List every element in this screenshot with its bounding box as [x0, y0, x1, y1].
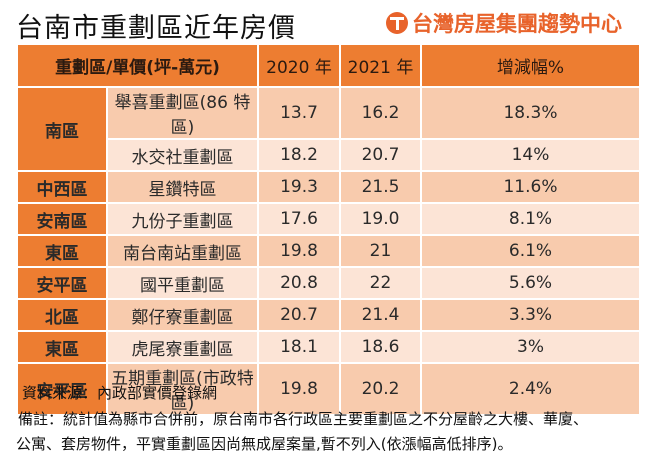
price-2021-cell: 20.7 — [340, 139, 422, 172]
table-row: 東區 虎尾寮重劃區 18.1 18.6 3% — [18, 331, 641, 364]
price-2020-cell: 20.7 — [258, 299, 341, 332]
data-source-text: 資料來源：內政部實價登錄網 — [22, 384, 218, 402]
price-2021-cell: 21.5 — [340, 171, 422, 204]
taiwan-realty-logo-icon — [386, 12, 408, 34]
price-2020-cell: 19.3 — [258, 171, 341, 204]
price-2021-cell: 21 — [340, 235, 422, 268]
zone-cell: 九份子重劃區 — [107, 203, 259, 236]
region-cell: 東區 — [18, 235, 108, 268]
region-cell: 南區 — [18, 87, 108, 172]
change-cell: 3% — [421, 331, 641, 364]
region-cell: 北區 — [18, 299, 108, 332]
column-header-2021: 2021 年 — [340, 45, 422, 88]
zone-cell: 五期重劃區(市政特區) — [107, 363, 259, 416]
change-cell: 8.1% — [421, 203, 641, 236]
price-2021-cell: 18.6 — [340, 331, 422, 364]
price-2020-cell: 19.8 — [258, 363, 341, 416]
change-cell: 5.6% — [421, 267, 641, 300]
table-row: 中西區 星鑽特區 19.3 21.5 11.6% — [18, 171, 641, 204]
zone-cell: 國平重劃區 — [107, 267, 259, 300]
region-cell: 安南區 — [18, 203, 108, 236]
zone-cell: 鄭仔寮重劃區 — [107, 299, 259, 332]
column-header-2020: 2020 年 — [258, 45, 341, 88]
zone-cell: 南台南站重劃區 — [107, 235, 259, 268]
price-2020-cell: 19.8 — [258, 235, 341, 268]
change-cell: 2.4% — [421, 363, 641, 416]
zone-cell: 水交社重劃區 — [107, 139, 259, 172]
footnote-line-2: 公寓、套房物件，平實重劃區因尚無成屋案量,暫不列入(依漲幅高低排序)。 — [16, 435, 513, 453]
table-row: 安南區 九份子重劃區 17.6 19.0 8.1% — [18, 203, 641, 236]
price-2021-cell: 16.2 — [340, 87, 422, 140]
footnote-line-1: 備註：統計值為縣市合併前，原台南市各行政區主要重劃區之不分屋齡之大樓、華廈、 — [18, 410, 589, 428]
price-2020-cell: 18.1 — [258, 331, 341, 364]
price-2021-cell: 19.0 — [340, 203, 422, 236]
change-cell: 6.1% — [421, 235, 641, 268]
change-cell: 3.3% — [421, 299, 641, 332]
price-2020-cell: 18.2 — [258, 139, 341, 172]
page-title: 台南市重劃區近年房價 — [16, 13, 296, 44]
column-header-change: 增減幅% — [421, 45, 641, 88]
brand-logo: 台灣房屋集團趨勢中心 — [386, 10, 622, 36]
change-cell: 18.3% — [421, 87, 641, 140]
table-row: 北區 鄭仔寮重劃區 20.7 21.4 3.3% — [18, 299, 641, 332]
table-row: 東區 南台南站重劃區 19.8 21 6.1% — [18, 235, 641, 268]
region-cell: 安平區 — [18, 267, 108, 300]
price-2020-cell: 17.6 — [258, 203, 341, 236]
zone-cell: 舉喜重劃區(86 特區) — [107, 87, 259, 140]
table-row: 水交社重劃區 18.2 20.7 14% — [18, 139, 641, 172]
table-header-row: 重劃區/單價(坪-萬元) 2020 年 2021 年 增減幅% — [18, 45, 641, 88]
price-table: 重劃區/單價(坪-萬元) 2020 年 2021 年 增減幅% 南區 舉喜重劃區… — [18, 45, 641, 416]
zone-cell: 星鑽特區 — [107, 171, 259, 204]
table-row: 安平區 國平重劃區 20.8 22 5.6% — [18, 267, 641, 300]
price-2021-cell: 20.2 — [340, 363, 422, 416]
column-header-zone: 重劃區/單價(坪-萬元) — [18, 45, 259, 88]
table-row: 安平區 五期重劃區(市政特區) 19.8 20.2 2.4% — [18, 363, 641, 416]
region-cell: 東區 — [18, 331, 108, 364]
change-cell: 11.6% — [421, 171, 641, 204]
price-2020-cell: 20.8 — [258, 267, 341, 300]
region-cell: 安平區 — [18, 363, 108, 416]
price-2021-cell: 22 — [340, 267, 422, 300]
change-cell: 14% — [421, 139, 641, 172]
price-2020-cell: 13.7 — [258, 87, 341, 140]
region-cell: 中西區 — [18, 171, 108, 204]
price-2021-cell: 21.4 — [340, 299, 422, 332]
zone-cell: 虎尾寮重劃區 — [107, 331, 259, 364]
table-row: 南區 舉喜重劃區(86 特區) 13.7 16.2 18.3% — [18, 87, 641, 172]
brand-name: 台灣房屋集團趨勢中心 — [412, 12, 622, 36]
